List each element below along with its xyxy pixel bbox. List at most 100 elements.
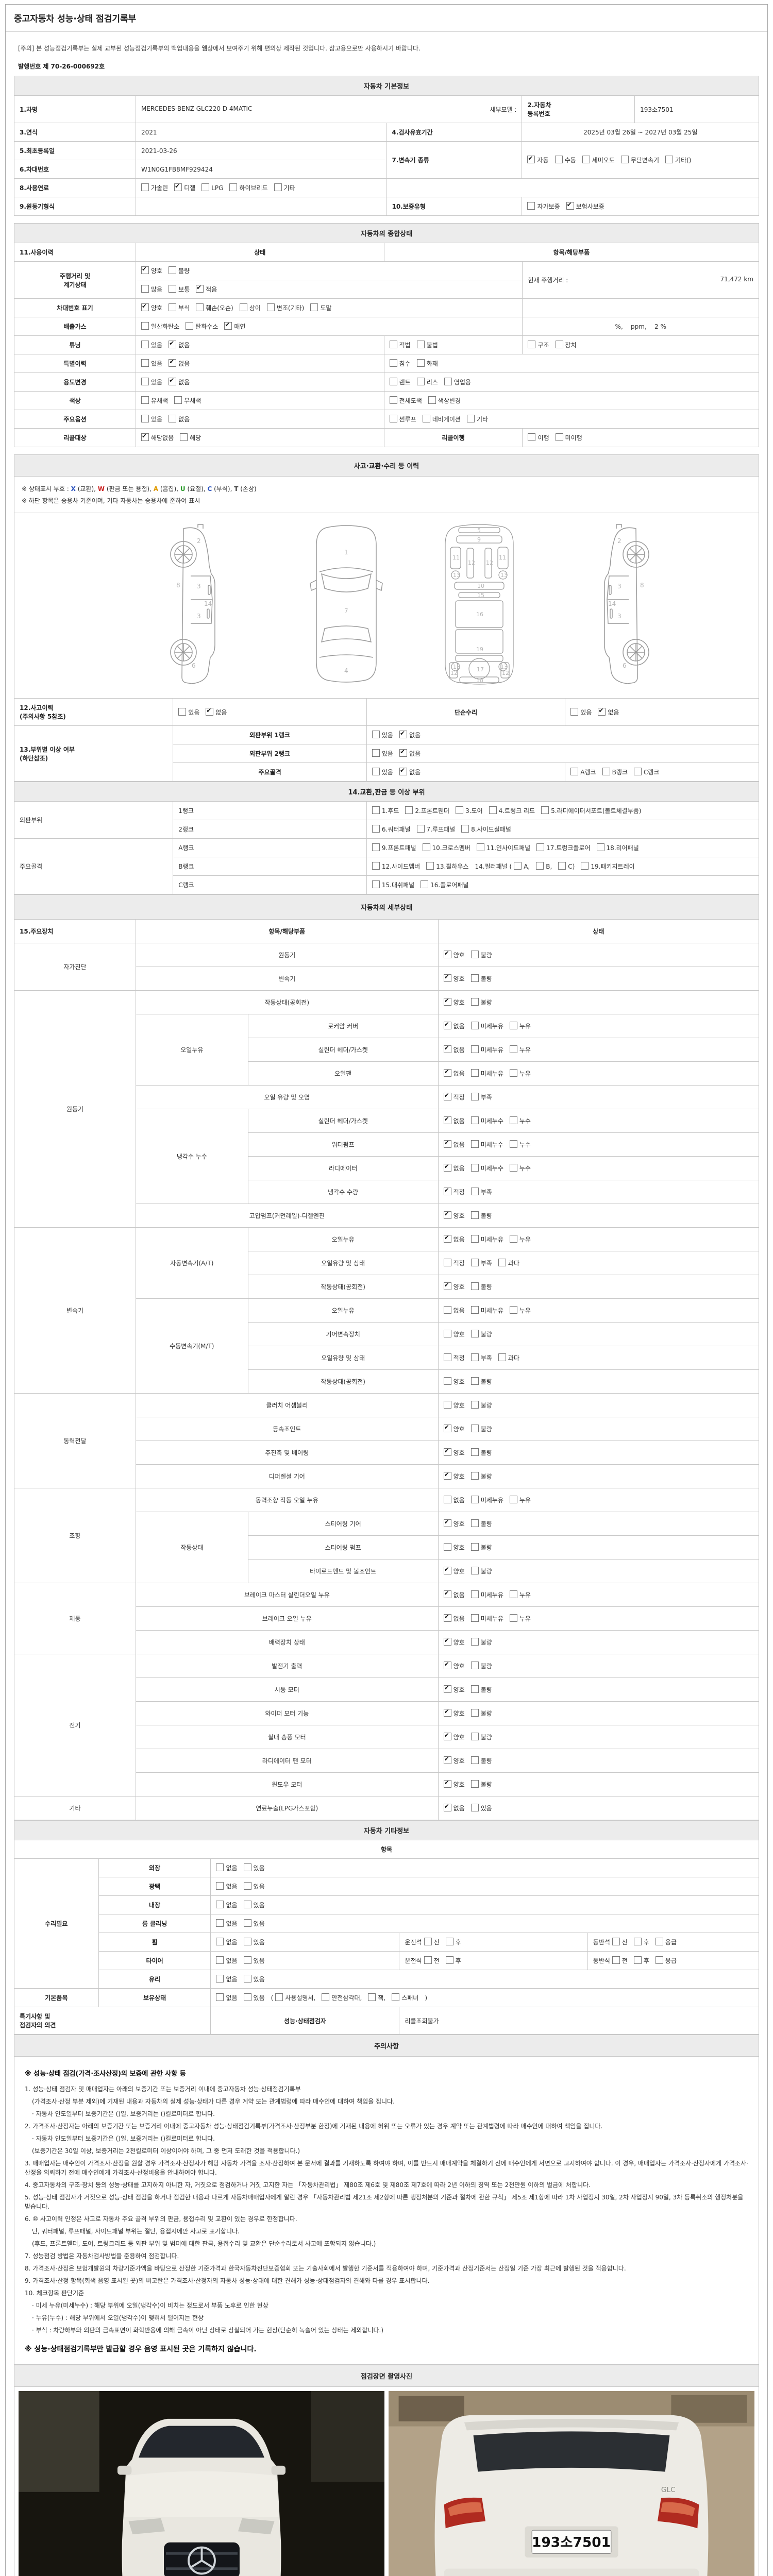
checkbox-unchecked[interactable]	[470, 1685, 479, 1693]
checkbox-unchecked[interactable]	[470, 1116, 479, 1124]
checkbox-unchecked[interactable]	[498, 1353, 506, 1361]
checkbox-unchecked[interactable]	[470, 951, 479, 958]
checkbox-unchecked[interactable]	[554, 156, 563, 163]
checkbox-unchecked[interactable]	[372, 749, 380, 757]
checkbox-unchecked[interactable]	[470, 1069, 479, 1077]
checkbox-checked[interactable]	[141, 432, 149, 441]
checkbox-checked[interactable]	[399, 748, 407, 757]
checkbox-checked[interactable]	[443, 1660, 451, 1669]
checkbox-checked[interactable]	[443, 1163, 451, 1172]
checkbox-unchecked[interactable]	[456, 806, 464, 814]
checkbox-unchecked[interactable]	[570, 707, 579, 716]
checkbox-unchecked[interactable]	[243, 1975, 251, 1982]
checkbox-checked[interactable]	[196, 284, 204, 293]
checkbox-unchecked[interactable]	[582, 156, 590, 163]
checkbox-unchecked[interactable]	[169, 303, 177, 311]
checkbox-checked[interactable]	[443, 997, 451, 1006]
checkbox-unchecked[interactable]	[470, 1401, 479, 1409]
checkbox-checked[interactable]	[443, 1566, 451, 1574]
checkbox-unchecked[interactable]	[470, 1188, 479, 1195]
checkbox-unchecked[interactable]	[665, 156, 674, 163]
checkbox-unchecked[interactable]	[602, 768, 610, 775]
checkbox-unchecked[interactable]	[541, 806, 549, 814]
checkbox-unchecked[interactable]	[266, 303, 275, 311]
checkbox-unchecked[interactable]	[444, 378, 452, 385]
checkbox-unchecked[interactable]	[527, 202, 535, 210]
checkbox-unchecked[interactable]	[426, 862, 434, 870]
checkbox-unchecked[interactable]	[509, 1614, 517, 1622]
checkbox-unchecked[interactable]	[470, 974, 479, 982]
checkbox-unchecked[interactable]	[275, 1993, 283, 2001]
checkbox-checked[interactable]	[141, 265, 149, 274]
checkbox-unchecked[interactable]	[243, 1863, 251, 1871]
checkbox-unchecked[interactable]	[216, 1919, 224, 1927]
checkbox-unchecked[interactable]	[509, 1116, 517, 1124]
checkbox-unchecked[interactable]	[372, 825, 380, 833]
checkbox-unchecked[interactable]	[443, 1306, 451, 1314]
checkbox-checked[interactable]	[443, 1732, 451, 1740]
checkbox-unchecked[interactable]	[470, 1282, 479, 1290]
checkbox-unchecked[interactable]	[443, 1377, 451, 1385]
checkbox-unchecked[interactable]	[461, 825, 469, 833]
checkbox-checked[interactable]	[443, 973, 451, 982]
checkbox-unchecked[interactable]	[405, 806, 413, 814]
checkbox-unchecked[interactable]	[536, 843, 545, 851]
checkbox-unchecked[interactable]	[470, 1780, 479, 1788]
checkbox-unchecked[interactable]	[633, 768, 642, 775]
checkbox-unchecked[interactable]	[633, 1956, 642, 1964]
checkbox-unchecked[interactable]	[470, 1306, 479, 1314]
checkbox-unchecked[interactable]	[389, 415, 397, 422]
checkbox-unchecked[interactable]	[368, 1993, 376, 2001]
checkbox-unchecked[interactable]	[445, 1956, 453, 1964]
checkbox-unchecked[interactable]	[470, 1140, 479, 1148]
checkbox-unchecked[interactable]	[470, 1614, 479, 1622]
checkbox-checked[interactable]	[443, 1447, 451, 1456]
checkbox-unchecked[interactable]	[178, 707, 187, 716]
checkbox-unchecked[interactable]	[470, 1496, 479, 1503]
checkbox-checked[interactable]	[443, 1423, 451, 1432]
checkbox-unchecked[interactable]	[470, 1425, 479, 1432]
checkbox-unchecked[interactable]	[470, 1472, 479, 1480]
checkbox-unchecked[interactable]	[416, 825, 425, 833]
checkbox-checked[interactable]	[174, 182, 182, 191]
checkbox-checked[interactable]	[141, 302, 149, 311]
checkbox-unchecked[interactable]	[416, 359, 425, 367]
checkbox-unchecked[interactable]	[216, 1901, 224, 1908]
checkbox-unchecked[interactable]	[169, 266, 177, 274]
checkbox-unchecked[interactable]	[141, 285, 149, 293]
checkbox-checked[interactable]	[169, 340, 177, 348]
checkbox-unchecked[interactable]	[470, 1804, 479, 1811]
checkbox-unchecked[interactable]	[470, 1045, 479, 1053]
checkbox-unchecked[interactable]	[389, 396, 397, 404]
checkbox-unchecked[interactable]	[509, 1235, 517, 1243]
checkbox-unchecked[interactable]	[655, 1956, 663, 1964]
checkbox-unchecked[interactable]	[372, 862, 380, 870]
checkbox-unchecked[interactable]	[389, 378, 397, 385]
checkbox-unchecked[interactable]	[169, 415, 177, 422]
checkbox-unchecked[interactable]	[229, 183, 238, 191]
checkbox-unchecked[interactable]	[322, 1993, 330, 2001]
checkbox-unchecked[interactable]	[421, 880, 429, 888]
checkbox-unchecked[interactable]	[470, 1709, 479, 1717]
checkbox-unchecked[interactable]	[536, 862, 544, 870]
checkbox-unchecked[interactable]	[372, 731, 380, 738]
checkbox-unchecked[interactable]	[243, 1882, 251, 1890]
checkbox-unchecked[interactable]	[581, 862, 589, 870]
checkbox-unchecked[interactable]	[216, 1882, 224, 1890]
checkbox-unchecked[interactable]	[514, 862, 522, 870]
checkbox-unchecked[interactable]	[470, 1590, 479, 1598]
checkbox-unchecked[interactable]	[239, 303, 247, 311]
checkbox-unchecked[interactable]	[555, 341, 563, 348]
checkbox-unchecked[interactable]	[216, 1993, 224, 2001]
checkbox-unchecked[interactable]	[186, 322, 194, 330]
checkbox-unchecked[interactable]	[443, 1401, 451, 1409]
checkbox-checked[interactable]	[169, 377, 177, 385]
checkbox-unchecked[interactable]	[422, 843, 430, 851]
checkbox-checked[interactable]	[443, 1518, 451, 1527]
checkbox-unchecked[interactable]	[555, 433, 563, 441]
checkbox-checked[interactable]	[169, 358, 177, 367]
checkbox-unchecked[interactable]	[372, 843, 380, 851]
checkbox-unchecked[interactable]	[141, 322, 149, 330]
checkbox-unchecked[interactable]	[558, 862, 566, 870]
checkbox-checked[interactable]	[443, 1779, 451, 1788]
